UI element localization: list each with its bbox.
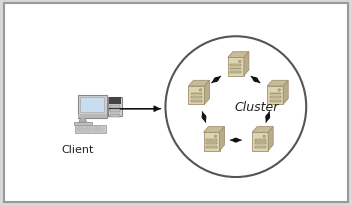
Circle shape bbox=[263, 135, 265, 138]
Polygon shape bbox=[205, 81, 209, 105]
FancyBboxPatch shape bbox=[108, 97, 122, 117]
FancyBboxPatch shape bbox=[191, 97, 202, 98]
FancyBboxPatch shape bbox=[75, 125, 106, 133]
FancyBboxPatch shape bbox=[206, 139, 217, 141]
Polygon shape bbox=[252, 133, 268, 151]
Polygon shape bbox=[244, 53, 249, 76]
FancyBboxPatch shape bbox=[230, 68, 241, 70]
FancyBboxPatch shape bbox=[270, 100, 281, 102]
FancyBboxPatch shape bbox=[74, 123, 92, 126]
FancyBboxPatch shape bbox=[110, 105, 120, 108]
FancyBboxPatch shape bbox=[77, 129, 79, 131]
FancyBboxPatch shape bbox=[270, 93, 281, 95]
FancyBboxPatch shape bbox=[206, 143, 217, 145]
FancyBboxPatch shape bbox=[94, 127, 96, 129]
FancyBboxPatch shape bbox=[191, 93, 202, 95]
FancyBboxPatch shape bbox=[87, 129, 89, 131]
Polygon shape bbox=[228, 53, 249, 58]
FancyBboxPatch shape bbox=[90, 127, 93, 129]
FancyBboxPatch shape bbox=[191, 100, 202, 102]
Circle shape bbox=[278, 89, 281, 92]
FancyBboxPatch shape bbox=[270, 97, 281, 98]
Polygon shape bbox=[188, 87, 205, 105]
FancyBboxPatch shape bbox=[94, 129, 96, 131]
FancyBboxPatch shape bbox=[254, 143, 266, 145]
FancyBboxPatch shape bbox=[100, 129, 102, 131]
Circle shape bbox=[199, 89, 202, 92]
FancyBboxPatch shape bbox=[81, 98, 105, 113]
FancyBboxPatch shape bbox=[87, 127, 89, 129]
FancyBboxPatch shape bbox=[109, 98, 121, 105]
Text: Cluster: Cluster bbox=[235, 101, 279, 114]
FancyBboxPatch shape bbox=[100, 127, 102, 129]
Polygon shape bbox=[188, 81, 209, 87]
FancyBboxPatch shape bbox=[77, 127, 79, 129]
Polygon shape bbox=[220, 127, 225, 151]
Polygon shape bbox=[267, 87, 283, 105]
FancyBboxPatch shape bbox=[80, 127, 82, 129]
Polygon shape bbox=[252, 127, 273, 133]
FancyBboxPatch shape bbox=[254, 139, 266, 141]
FancyBboxPatch shape bbox=[80, 129, 82, 131]
FancyBboxPatch shape bbox=[110, 114, 120, 117]
Polygon shape bbox=[283, 81, 288, 105]
Text: Client: Client bbox=[62, 144, 94, 154]
Polygon shape bbox=[203, 133, 220, 151]
Polygon shape bbox=[267, 81, 288, 87]
FancyBboxPatch shape bbox=[97, 129, 99, 131]
FancyBboxPatch shape bbox=[110, 110, 120, 113]
Polygon shape bbox=[268, 127, 273, 151]
Polygon shape bbox=[203, 127, 225, 133]
FancyBboxPatch shape bbox=[206, 146, 217, 148]
FancyBboxPatch shape bbox=[230, 72, 241, 74]
FancyBboxPatch shape bbox=[4, 4, 348, 202]
FancyBboxPatch shape bbox=[78, 96, 107, 118]
FancyBboxPatch shape bbox=[90, 129, 93, 131]
FancyBboxPatch shape bbox=[78, 114, 107, 118]
FancyBboxPatch shape bbox=[83, 129, 86, 131]
FancyBboxPatch shape bbox=[83, 127, 86, 129]
Polygon shape bbox=[228, 58, 244, 76]
FancyBboxPatch shape bbox=[230, 65, 241, 67]
Circle shape bbox=[214, 135, 217, 138]
FancyBboxPatch shape bbox=[254, 146, 266, 148]
FancyBboxPatch shape bbox=[97, 127, 99, 129]
Polygon shape bbox=[79, 118, 87, 123]
Circle shape bbox=[239, 61, 241, 63]
